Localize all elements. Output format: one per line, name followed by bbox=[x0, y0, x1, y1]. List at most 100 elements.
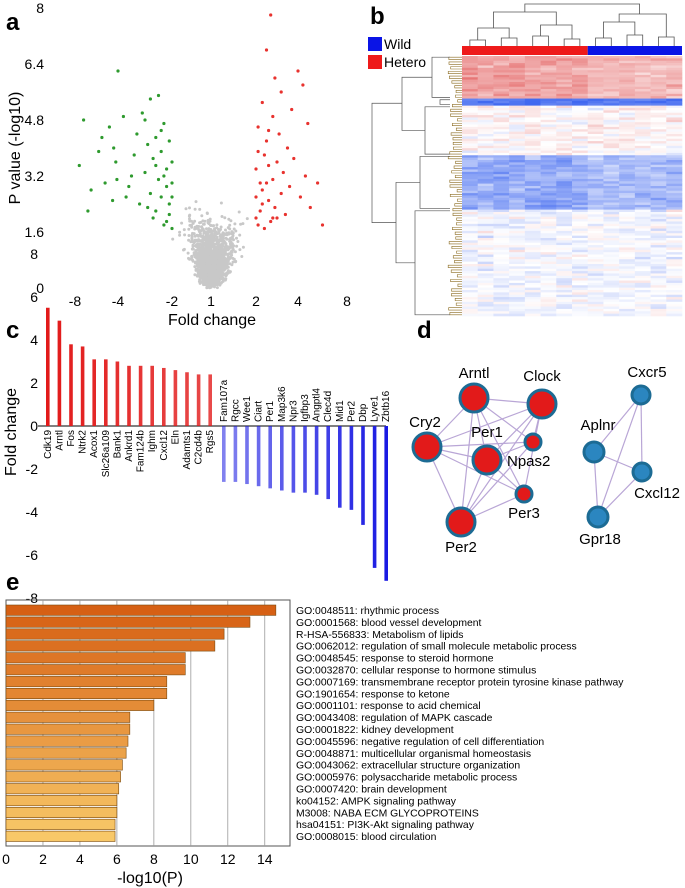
fold-change-gene-label-down: Dbp bbox=[358, 403, 369, 422]
heatmap-cell bbox=[477, 183, 494, 187]
network-node-aplnr[interactable] bbox=[582, 440, 606, 464]
heatmap-cell bbox=[572, 290, 589, 293]
heatmap-cell bbox=[493, 150, 510, 154]
volcano-point-grey bbox=[191, 240, 195, 244]
volcano-point-down-regulated bbox=[156, 177, 161, 182]
heatmap-cell bbox=[666, 155, 683, 158]
heatmap-cell bbox=[540, 145, 557, 149]
heatmap-cell bbox=[572, 259, 589, 262]
heatmap-cell bbox=[462, 103, 479, 106]
heatmap-cell bbox=[493, 200, 510, 203]
heatmap-cell bbox=[509, 197, 526, 201]
heatmap-cell bbox=[603, 115, 620, 118]
heatmap-cell bbox=[524, 219, 541, 222]
heatmap-cell bbox=[556, 261, 573, 265]
volcano-point-grey bbox=[231, 260, 235, 264]
heatmap-cell bbox=[619, 183, 636, 187]
heatmap-cell bbox=[666, 105, 683, 109]
network-node-clock[interactable] bbox=[526, 388, 558, 420]
heatmap-cell bbox=[587, 129, 604, 132]
row-dendrogram-branch bbox=[454, 203, 462, 207]
network-node-gpr18[interactable] bbox=[586, 505, 610, 529]
volcano-point-grey bbox=[190, 219, 193, 223]
heatmap-cell bbox=[603, 294, 620, 298]
volcano-point-down-regulated bbox=[86, 209, 90, 213]
column-dendrogram-branch bbox=[563, 38, 581, 46]
heatmap-cell bbox=[603, 148, 620, 151]
row-dendrogram-branch bbox=[456, 217, 462, 221]
heatmap-cell bbox=[509, 285, 526, 288]
heatmap-cell bbox=[509, 89, 526, 92]
heatmap-cell bbox=[477, 200, 494, 203]
heatmap-cell bbox=[666, 245, 683, 248]
enrichment-bar bbox=[5, 759, 123, 771]
network-node-cxcl12[interactable] bbox=[631, 461, 653, 483]
heatmap-cell bbox=[462, 167, 479, 170]
volcano-point-grey bbox=[195, 274, 199, 278]
volcano-point-up-regulated bbox=[306, 121, 310, 126]
heatmap-cell bbox=[477, 223, 494, 227]
volcano-point-down-regulated bbox=[165, 184, 169, 189]
heatmap-cell bbox=[666, 119, 683, 123]
heatmap-cell bbox=[462, 294, 479, 298]
row-dendrogram-branch bbox=[454, 297, 462, 301]
heatmap-cell bbox=[634, 86, 651, 90]
volcano-point-down-regulated bbox=[146, 142, 150, 147]
heatmap-cell bbox=[634, 292, 651, 296]
heatmap-cell bbox=[540, 96, 557, 99]
row-dendrogram-branch bbox=[449, 193, 462, 197]
network-node-per2[interactable] bbox=[445, 506, 477, 538]
network-node-per3[interactable] bbox=[514, 484, 534, 504]
heatmap-cell bbox=[540, 155, 557, 158]
heatmap-cell bbox=[540, 67, 557, 71]
heatmap-cell bbox=[666, 98, 683, 102]
heatmap-cell bbox=[524, 124, 541, 128]
heatmap-cell bbox=[540, 79, 557, 83]
heatmap-cell bbox=[540, 228, 557, 232]
heatmap-cell bbox=[587, 122, 604, 125]
network-node-cry2[interactable] bbox=[411, 431, 443, 463]
heatmap-cell bbox=[462, 136, 479, 140]
heatmap-cell bbox=[603, 200, 620, 203]
volcano-point-grey bbox=[205, 212, 209, 215]
heatmap-cell bbox=[587, 186, 604, 189]
heatmap-cell bbox=[540, 297, 557, 300]
heatmap-cell bbox=[619, 212, 636, 215]
heatmap-cell bbox=[634, 162, 651, 166]
heatmap-cell bbox=[666, 103, 683, 106]
enrichment-term-label: GO:0032870: cellular response to hormone… bbox=[296, 666, 536, 677]
enrichment-term-label: GO:0007420: brain development bbox=[296, 785, 447, 796]
fold-change-y-tick: -2 bbox=[26, 461, 39, 477]
heatmap-cell bbox=[619, 266, 636, 270]
volcano-point-up-regulated bbox=[258, 181, 262, 185]
heatmap-cell bbox=[650, 183, 667, 187]
volcano-point-down-regulated bbox=[124, 195, 128, 199]
heatmap-cell bbox=[556, 214, 573, 218]
heatmap-cell bbox=[477, 297, 494, 300]
heatmap-cell bbox=[666, 188, 683, 192]
heatmap-cell bbox=[634, 124, 651, 128]
enrichment-bar bbox=[5, 664, 186, 676]
heatmap-cell bbox=[666, 141, 683, 144]
enrichment-bars bbox=[5, 604, 277, 842]
heatmap-cell bbox=[556, 238, 573, 241]
network-node-cxcr5[interactable] bbox=[630, 384, 652, 406]
network-node-arntl[interactable] bbox=[458, 382, 490, 414]
heatmap-cell bbox=[587, 150, 604, 154]
volcano-point-down-regulated bbox=[121, 114, 125, 119]
volcano-point-up-regulated bbox=[288, 184, 292, 189]
volcano-point-grey bbox=[221, 265, 225, 268]
heatmap-cell bbox=[509, 249, 526, 253]
heatmap-cell bbox=[666, 152, 683, 156]
network-node-npas2[interactable] bbox=[523, 432, 543, 452]
heatmap-cell bbox=[524, 134, 541, 137]
heatmap-cell bbox=[666, 60, 683, 64]
heatmap-cell bbox=[634, 157, 651, 161]
network-node-per1[interactable] bbox=[471, 444, 503, 476]
heatmap-cell bbox=[509, 212, 526, 215]
heatmap-cell bbox=[572, 74, 589, 78]
heatmap-cell bbox=[603, 223, 620, 227]
heatmap-cell bbox=[572, 136, 589, 140]
heatmap-cell bbox=[524, 249, 541, 253]
heatmap-cell bbox=[540, 103, 557, 106]
